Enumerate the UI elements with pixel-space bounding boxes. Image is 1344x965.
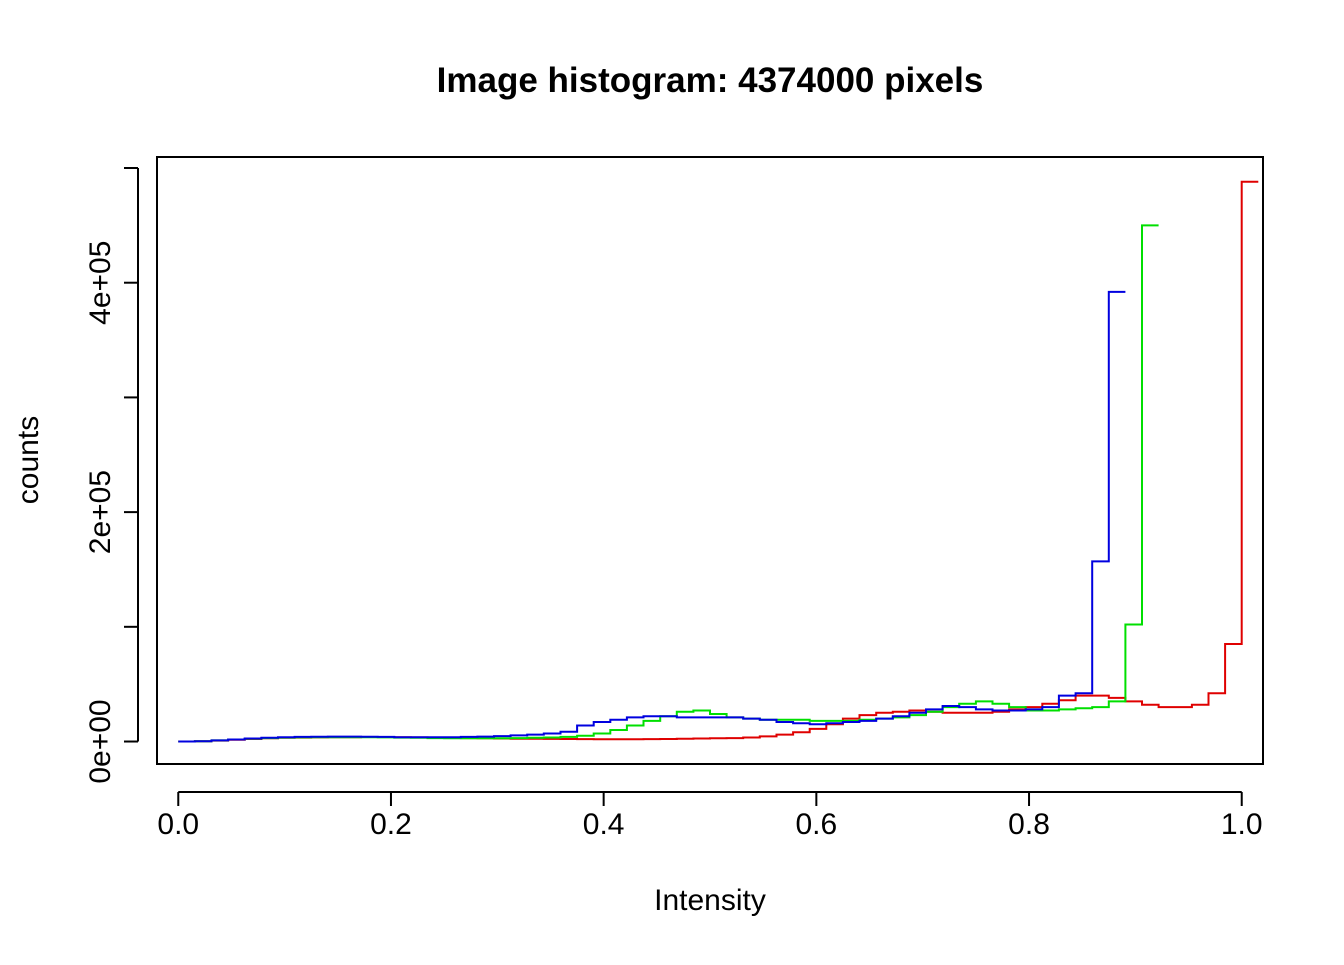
x-tick-label: 0.4 [583,808,625,841]
plot-frame [156,156,1264,765]
series-group [178,180,1259,743]
x-tick-label: 0.0 [157,808,199,841]
series-line-3 [178,290,1126,743]
x-axis: 0.0 0.2 0.4 0.6 0.8 1.0 [157,791,1263,841]
x-tick-label: 0.2 [370,808,412,841]
x-tick-label: 0.8 [1008,808,1050,841]
y-axis: 0e+00 2e+05 4e+05 [84,167,139,784]
y-axis-label: counts [12,416,45,504]
y-tick-label: 4e+05 [84,241,117,325]
series-line-2 [178,224,1159,743]
y-tick-label: 2e+05 [84,470,117,554]
y-tick-label: 0e+00 [84,699,117,783]
x-tick-label: 0.6 [795,808,837,841]
chart-title: Image histogram: 4374000 pixels [437,61,984,100]
series-line-1 [178,180,1259,743]
x-axis-label: Intensity [654,884,766,917]
x-tick-label: 1.0 [1221,808,1263,841]
